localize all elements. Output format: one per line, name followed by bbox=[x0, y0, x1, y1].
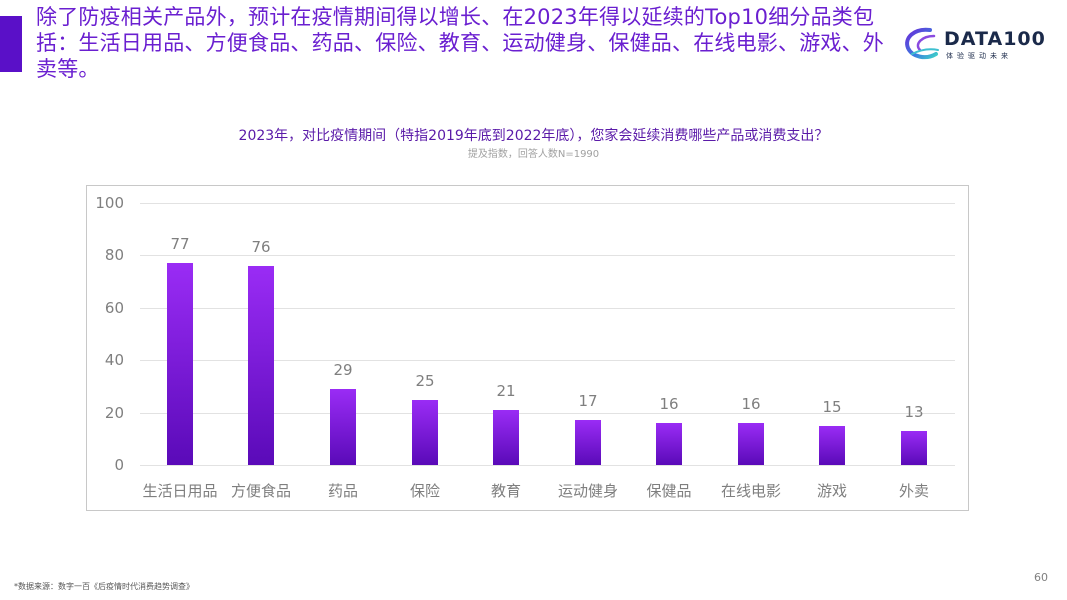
bar bbox=[738, 423, 764, 465]
bar bbox=[901, 430, 927, 465]
y-tick-label: 0 bbox=[114, 456, 124, 474]
bar bbox=[493, 409, 519, 465]
bar bbox=[330, 389, 356, 465]
data-source-footnote: *数据来源：数字一百《后疫情时代消费趋势调查》 bbox=[14, 582, 194, 591]
bar-value-label: 76 bbox=[251, 237, 271, 256]
chart-frame bbox=[86, 185, 969, 511]
gridline bbox=[140, 360, 955, 361]
title-accent-bar bbox=[0, 16, 22, 72]
x-category-label: 在线电影 bbox=[720, 482, 781, 500]
bar-value-label: 16 bbox=[659, 395, 679, 414]
bar-value-label: 13 bbox=[904, 402, 924, 421]
bar-value-label: 21 bbox=[496, 381, 516, 400]
bar-value-label: 17 bbox=[578, 392, 598, 411]
bar-value-label: 29 bbox=[333, 361, 353, 380]
gridline bbox=[140, 465, 955, 466]
x-category-label: 外卖 bbox=[898, 482, 929, 500]
bar bbox=[575, 420, 601, 465]
gridline bbox=[140, 255, 955, 256]
x-category-label: 方便食品 bbox=[230, 482, 291, 500]
y-tick-label: 40 bbox=[104, 351, 124, 369]
page-number: 60 bbox=[1034, 571, 1048, 584]
page-headline: 除了防疫相关产品外，预计在疫情期间得以增长、在2023年得以延续的Top10细分… bbox=[36, 5, 884, 81]
y-tick-label: 20 bbox=[104, 404, 124, 422]
bar bbox=[412, 399, 438, 465]
bar bbox=[819, 425, 845, 465]
logo-tagline: 体验驱动未来 bbox=[946, 52, 1012, 60]
chart-title: 2023年，对比疫情期间（特指2019年底到2022年底），您家会延续消费哪些产… bbox=[238, 128, 829, 144]
bar bbox=[248, 265, 274, 465]
x-category-label: 游戏 bbox=[816, 482, 847, 500]
x-category-label: 药品 bbox=[327, 482, 358, 500]
bar-value-label: 77 bbox=[170, 235, 190, 254]
x-category-label: 运动健身 bbox=[557, 482, 618, 500]
x-category-label: 保健品 bbox=[646, 482, 692, 500]
x-category-label: 保险 bbox=[409, 482, 440, 500]
data100-swirl-logo-icon bbox=[905, 27, 939, 60]
plot-area bbox=[140, 203, 955, 466]
bar-value-label: 15 bbox=[822, 397, 842, 416]
gridline bbox=[140, 308, 955, 309]
gridline bbox=[140, 413, 955, 414]
x-category-label: 教育 bbox=[490, 482, 521, 500]
y-tick-label: 100 bbox=[95, 194, 124, 212]
logo-wordmark: DATA100 bbox=[944, 28, 1046, 50]
x-category-label: 生活日用品 bbox=[142, 482, 218, 500]
bar bbox=[656, 423, 682, 465]
bar bbox=[167, 263, 193, 465]
bar-value-label: 25 bbox=[415, 371, 435, 390]
y-tick-label: 60 bbox=[104, 299, 124, 317]
y-tick-label: 80 bbox=[104, 246, 124, 264]
bar-value-label: 16 bbox=[741, 395, 761, 414]
chart-subtitle: 提及指数，回答人数N=1990 bbox=[467, 149, 600, 160]
data100-logo: DATA100 体验驱动未来 bbox=[900, 24, 1045, 64]
gridline bbox=[140, 203, 955, 204]
